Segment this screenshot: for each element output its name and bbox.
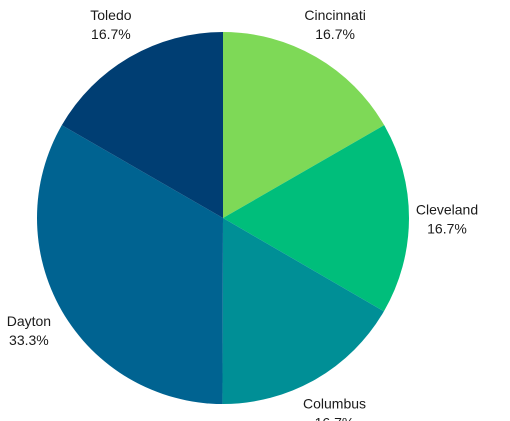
slice-percent-label: 33.3% — [9, 332, 49, 348]
slice-percent-label: 16.7% — [315, 414, 355, 421]
pie-slice-columbus — [222, 218, 384, 405]
slice-percent-label: 16.7% — [427, 220, 467, 236]
pie-slice-cincinnati — [223, 32, 385, 218]
slice-name-label: Cincinnati — [304, 7, 365, 23]
slice-name-label: Columbus — [303, 395, 366, 411]
pie-labels: Cincinnati 16.7% Cleveland 16.7% Columbus 16.… — [7, 7, 478, 421]
slice-label-toledo: Toledo 16.7% — [90, 7, 131, 42]
pie-slice-dayton — [36, 125, 223, 405]
pie-slices — [36, 32, 410, 405]
slice-name-label: Dayton — [7, 313, 51, 329]
slice-name-label: Cleveland — [416, 201, 478, 217]
pie-slice-cleveland — [223, 125, 410, 312]
slice-label-cleveland: Cleveland 16.7% — [416, 201, 478, 236]
slice-percent-label: 16.7% — [91, 26, 131, 42]
slice-percent-label: 16.7% — [315, 26, 355, 42]
slice-name-label: Toledo — [90, 7, 131, 23]
slice-label-cincinnati: Cincinnati 16.7% — [304, 7, 365, 42]
pie-slice-toledo — [61, 32, 223, 218]
slice-label-dayton: Dayton 33.3% — [7, 313, 51, 348]
slice-label-columbus: Columbus 16.7% — [303, 395, 366, 421]
